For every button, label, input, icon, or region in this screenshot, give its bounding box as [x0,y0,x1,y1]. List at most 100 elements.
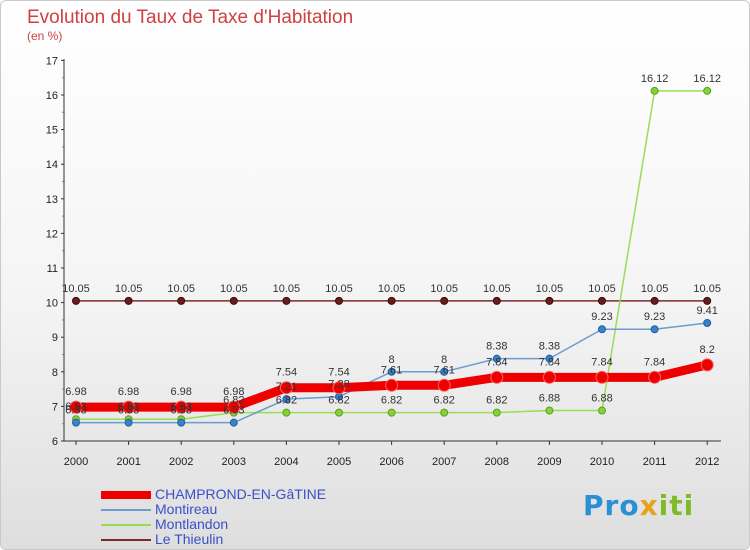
data-label-montlandon: 6.82 [433,395,454,407]
data-label-montlandon: 6.88 [539,393,560,405]
data-point-le-thieulin [703,296,712,305]
y-tick-label-15: 15 [46,125,58,137]
y-tick-label-14: 14 [46,159,58,171]
y-tick-label-16: 16 [46,90,58,102]
data-label-montlandon: 6.88 [591,393,612,405]
data-label-montlandon: 6.82 [276,395,297,407]
legend-item-montlandon: Montlandon [101,517,326,532]
y-tick-label-11: 11 [47,263,58,275]
data-point-champrond [332,381,346,395]
data-label-champrond: 8.2 [700,344,715,356]
x-tick-label-2003: 2003 [222,456,246,468]
data-point-montireau [229,418,238,427]
data-label-champrond: 7.84 [539,356,560,368]
data-label-montireau: 7.21 [276,381,297,393]
data-label-montlandon: 16.12 [693,73,721,85]
data-point-montireau [440,367,449,376]
data-label-le-thieulin: 10.05 [325,283,353,295]
data-label-le-thieulin: 10.05 [641,283,669,295]
data-point-montlandon [335,408,343,417]
data-point-le-thieulin [387,296,396,305]
x-tick-label-2008: 2008 [485,456,509,468]
data-point-montireau [177,418,186,427]
data-label-champrond: 7.84 [591,356,612,368]
data-point-le-thieulin [492,296,501,305]
data-label-le-thieulin: 10.05 [588,283,616,295]
data-label-champrond: 6.98 [65,386,86,398]
data-point-le-thieulin [72,296,80,305]
data-point-le-thieulin [177,296,186,305]
data-point-montlandon [703,86,712,95]
data-label-champrond: 7.54 [328,367,349,379]
y-tick-label-10: 10 [46,298,58,310]
data-point-montlandon [440,408,449,417]
data-point-montlandon [492,408,501,417]
data-label-montlandon: 16.12 [641,73,669,85]
legend-item-le-thieulin: Le Thieulin [101,532,326,547]
data-point-montireau [650,325,659,334]
data-label-le-thieulin: 10.05 [167,283,195,295]
data-label-le-thieulin: 10.05 [62,283,90,295]
data-point-le-thieulin [229,296,238,305]
legend-item-montireau: Montireau [101,502,326,517]
data-label-montireau: 6.53 [118,405,139,417]
data-point-champrond [595,370,609,384]
data-label-champrond: 6.98 [118,386,139,398]
data-label-montireau: 6.53 [65,405,86,417]
data-point-champrond [174,400,188,414]
data-point-champrond [279,381,293,395]
x-tick-label-2010: 2010 [590,456,614,468]
data-label-champrond: 6.98 [170,386,191,398]
data-point-le-thieulin [124,296,133,305]
data-point-montireau [387,367,396,376]
data-label-champrond: 7.54 [276,367,297,379]
y-tick-label-6: 6 [52,436,58,448]
legend-label-montlandon: Montlandon [155,516,229,532]
data-point-le-thieulin [545,296,554,305]
data-label-montireau: 9.41 [696,305,717,317]
data-label-champrond: 7.61 [381,364,402,376]
y-tick-label-8: 8 [52,367,58,379]
data-point-champrond [227,400,241,414]
data-point-champrond [69,400,83,414]
x-tick-label-2005: 2005 [327,456,351,468]
logo-part-3: iti [658,489,695,522]
chart-title: Evolution du Taux de Taxe d'Habitation [27,7,354,28]
y-tick-label-17: 17 [46,55,58,67]
data-label-montlandon: 6.82 [486,395,507,407]
legend-swatch-montlandon [101,523,151,526]
data-point-montireau [492,354,501,363]
data-label-montlandon: 6.63 [170,401,191,413]
legend-swatch-champrond [101,490,151,499]
data-label-champrond: 7.61 [433,364,454,376]
data-label-montireau: 8.38 [539,341,560,353]
data-label-montireau: 8 [441,354,447,366]
x-tick-label-2012: 2012 [695,456,719,468]
data-point-champrond [385,378,399,392]
data-point-montlandon [282,408,291,417]
y-tick-label-7: 7 [52,401,58,413]
data-point-montlandon [598,406,606,415]
data-label-le-thieulin: 10.05 [115,283,143,295]
data-label-champrond: 7.84 [486,356,507,368]
legend-label-le-thieulin: Le Thieulin [155,531,224,547]
data-label-le-thieulin: 10.05 [273,283,301,295]
x-tick-label-2009: 2009 [537,456,561,468]
data-label-montireau: 8.38 [486,341,507,353]
data-point-le-thieulin [282,296,291,305]
legend-swatch-montireau [101,508,151,511]
x-tick-label-2000: 2000 [64,456,88,468]
data-point-montlandon [387,408,396,417]
data-point-montireau [282,395,291,404]
data-point-champrond [648,370,662,384]
legend-item-champrond: CHAMPROND-EN-GâTINE [101,487,326,502]
y-tick-label-13: 13 [46,194,58,206]
data-point-champrond [490,370,504,384]
data-point-champrond [700,358,714,372]
x-tick-label-2002: 2002 [169,456,193,468]
data-point-montireau [124,418,133,427]
data-label-le-thieulin: 10.05 [430,283,458,295]
data-label-le-thieulin: 10.05 [220,283,248,295]
